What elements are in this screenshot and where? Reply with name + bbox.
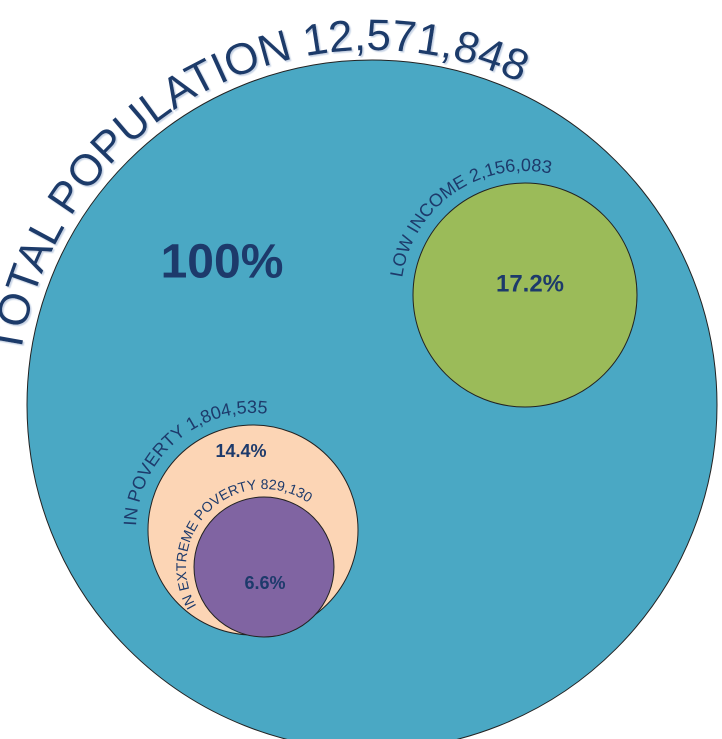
percent: 17.2% <box>496 270 564 297</box>
total-circle <box>26 59 718 739</box>
percent: 100% <box>161 236 284 289</box>
percent: 6.6% <box>244 573 285 593</box>
extreme-poverty-circle <box>193 496 335 638</box>
percent: 14.4% <box>215 441 266 461</box>
low-income-circle <box>412 182 638 408</box>
